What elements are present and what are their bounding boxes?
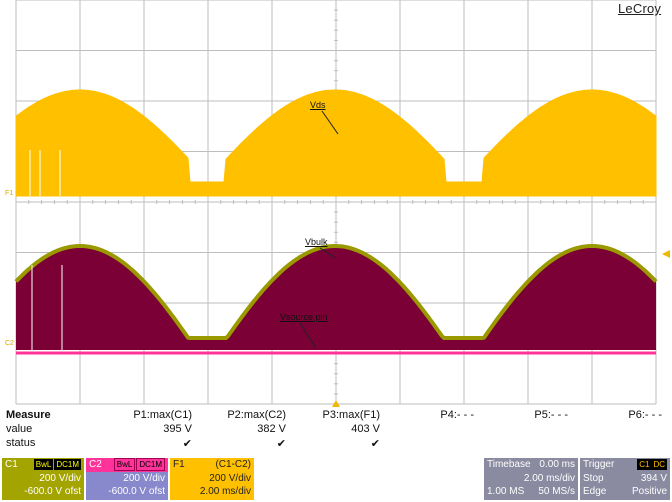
vsource-trace-label: Vsource pin [280, 312, 328, 322]
timebase-samples: 1.00 MS [487, 486, 525, 497]
c2-offset: -600.0 V ofst [108, 486, 165, 497]
timebase-tdiv: 2.00 ms/div [523, 473, 575, 484]
trigger-level: 394 V [640, 473, 667, 484]
timebase-box[interactable]: Timebase 0.00 ms 2.00 ms/div 1.00 MS 50 … [484, 458, 578, 500]
timebase-title: Timebase [487, 459, 531, 470]
param-p3-value: 403 V [351, 423, 380, 435]
c2-vdiv: 200 V/div [123, 473, 165, 484]
function-f1-box[interactable]: F1 (C1-C2) 200 V/div 2.00 ms/div [170, 458, 254, 500]
trigger-source-badge: C1 [637, 459, 652, 470]
param-p2-name[interactable]: P2:max(C2) [227, 409, 286, 421]
param-p6-name[interactable]: P6:- - - [628, 409, 662, 421]
status-row-label: status [6, 437, 36, 449]
vsource-leader-line [299, 322, 317, 349]
vbulk-waveform [14, 244, 658, 340]
vbulk-trace-label: Vbulk [305, 237, 328, 247]
value-row-label: value [6, 423, 33, 435]
c2-trace-marker[interactable]: C2 [5, 340, 14, 347]
param-p2-status-icon: ✔ [276, 438, 286, 450]
f1-tdiv: 2.00 ms/div [199, 486, 251, 497]
trigger-position-marker[interactable] [332, 400, 340, 407]
param-p3-name[interactable]: P3:max(F1) [322, 409, 380, 421]
trigger-coupling-badge: DC [651, 459, 667, 470]
f1-name: F1 [173, 459, 185, 470]
param-p1-value: 395 V [163, 423, 192, 435]
waveform-canvas [14, 0, 658, 405]
channel-c1-box[interactable]: C1 BwL DC1M 200 V/div -600.0 V ofst [2, 458, 84, 500]
param-p1-status-icon: ✔ [182, 438, 192, 450]
c2-coupling-badge: DC1M [136, 458, 165, 471]
measure-title: Measure [6, 409, 51, 421]
timebase-delay: 0.00 ms [539, 459, 575, 470]
c1-offset: -600.0 V ofst [24, 486, 81, 497]
trigger-type: Edge [583, 486, 607, 497]
param-p4-name[interactable]: P4:- - - [440, 409, 474, 421]
trigger-mode: Stop [583, 473, 604, 484]
trigger-level-marker[interactable] [662, 250, 670, 258]
trigger-slope: Positive [631, 486, 667, 497]
trigger-box[interactable]: Trigger C1 DC Stop 394 V Edge Positive [580, 458, 670, 500]
vds-trace-label: Vds [310, 100, 326, 110]
param-p1-name[interactable]: P1:max(C1) [133, 409, 192, 421]
c1-vdiv: 200 V/div [39, 473, 81, 484]
c2-name: C2 [89, 459, 102, 470]
timebase-rate: 50 MS/s [538, 486, 575, 497]
vbulk-leader-line [319, 247, 337, 259]
param-p5-name[interactable]: P5:- - - [534, 409, 568, 421]
f1-formula: (C1-C2) [215, 459, 251, 470]
c1-coupling-badge: DC1M [54, 459, 81, 470]
vds-leader-line [321, 110, 339, 135]
channel-c2-box[interactable]: C2 BwL DC1M 200 V/div -600.0 V ofst [86, 458, 168, 500]
waveform-display[interactable]: LeCroy Vds Vbulk Vsource pin F1 C2 [0, 0, 672, 407]
c1-bwl-badge: BwL [33, 459, 54, 470]
f1-trace-marker[interactable]: F1 [5, 190, 14, 197]
c2-bwl-badge: BwL [113, 458, 136, 471]
param-p3-status-icon: ✔ [370, 438, 380, 450]
vds-waveform [15, 89, 657, 197]
vsource-waveform [16, 246, 656, 350]
f1-vdiv: 200 V/div [209, 473, 251, 484]
measure-table[interactable]: Measure P1:max(C1) P2:max(C2) P3:max(F1)… [0, 409, 672, 457]
lecroy-logo: LeCroy [618, 1, 662, 16]
trigger-title: Trigger [583, 459, 615, 470]
param-p2-value: 382 V [257, 423, 286, 435]
c1-name: C1 [5, 459, 18, 470]
